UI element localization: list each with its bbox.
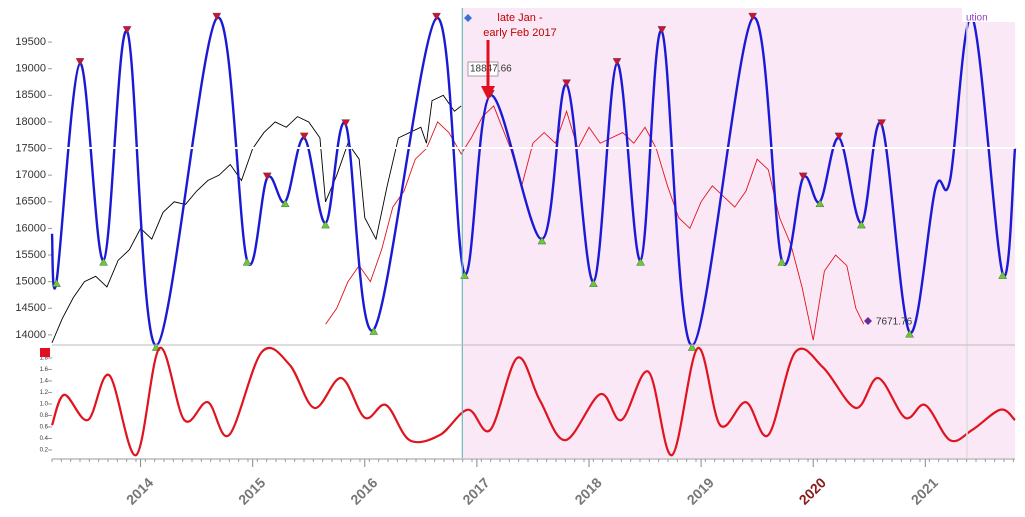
peak-marker — [212, 12, 222, 21]
x-tick-label: 2014 — [123, 474, 156, 507]
x-tick-label: 2021 — [908, 474, 941, 507]
y-tick-label: 17500 — [15, 142, 46, 154]
price-label: 18847.66 — [470, 64, 512, 75]
trough-marker — [857, 220, 866, 229]
y-tick-label: 1.0 — [40, 402, 49, 408]
trough-marker — [815, 199, 825, 207]
panel-icon — [40, 348, 50, 357]
x-tick-label: 2017 — [459, 474, 492, 507]
peak-marker — [748, 12, 758, 21]
trough-marker — [280, 199, 290, 207]
y-tick-label: 16000 — [15, 222, 46, 234]
y-tick-label: 1.2 — [40, 390, 49, 396]
annotation: late Jan - — [497, 12, 543, 24]
x-tick-label: 2020 — [796, 474, 829, 507]
peak-marker — [877, 119, 886, 127]
end-label: 7671.76 — [876, 317, 913, 328]
y-tick-label: 17000 — [15, 169, 46, 181]
x-tick-label: 2019 — [684, 474, 717, 507]
y-tick-label: 1.8 — [40, 356, 49, 362]
axes: 14000 14500 15000 15500 16000 16500 17000 17500… — [15, 36, 1015, 508]
trough-marker — [52, 279, 61, 287]
y-tick-label: 19000 — [15, 63, 46, 75]
peak-marker — [341, 119, 351, 127]
series-line — [51, 94, 462, 344]
trough-marker — [321, 220, 330, 229]
y-tick-label: 1.6 — [40, 367, 49, 373]
trough-marker — [687, 343, 697, 351]
peak-marker — [75, 58, 85, 66]
x-tick-label: 2015 — [235, 474, 268, 507]
trough-marker — [636, 257, 645, 266]
peak-marker — [657, 26, 667, 34]
peak-marker — [562, 79, 571, 88]
peak-marker — [432, 12, 441, 21]
y-tick-label: 1.4 — [40, 379, 49, 385]
plot-area — [50, 8, 1017, 458]
end-marker — [864, 317, 872, 325]
x-tick-label: 2018 — [571, 474, 604, 507]
y-tick-label: 18000 — [15, 116, 46, 128]
trough-marker — [777, 257, 787, 266]
arrow-head — [481, 86, 495, 100]
trough-marker — [99, 257, 108, 266]
y-tick-label: 0.4 — [40, 436, 49, 442]
y-tick-label: 14500 — [15, 302, 46, 314]
peak-marker — [262, 172, 272, 181]
peak-marker — [834, 132, 844, 141]
y-tick-label: 16500 — [15, 196, 46, 208]
x-tick-label: 2016 — [347, 474, 380, 507]
corner-text: ution — [966, 13, 988, 24]
trough-marker — [905, 329, 914, 338]
now-marker — [464, 14, 472, 22]
peak-marker — [798, 172, 808, 181]
y-tick-label: 15500 — [15, 249, 46, 261]
trough-marker — [242, 257, 252, 266]
y-tick-label: 0.6 — [40, 425, 49, 431]
peak-marker — [122, 26, 132, 34]
y-tick-label: 0.8 — [40, 413, 49, 419]
trough-marker — [369, 327, 379, 335]
y-tick-label: 14000 — [15, 329, 46, 341]
y-tick-label: 0.2 — [40, 448, 49, 454]
y-tick-label: 19500 — [15, 36, 46, 48]
trough-marker — [537, 236, 547, 245]
peak-marker — [299, 132, 309, 141]
annotation: early Feb 2017 — [483, 27, 556, 39]
series-line — [325, 105, 865, 341]
series-line — [50, 346, 1016, 457]
y-tick-label: 18500 — [15, 89, 46, 101]
y-tick-label: 15000 — [15, 276, 46, 288]
peak-marker — [612, 58, 622, 66]
trough-marker — [589, 279, 598, 287]
price-box — [467, 61, 499, 77]
corner-box — [962, 8, 1015, 22]
trough-marker — [998, 271, 1008, 279]
